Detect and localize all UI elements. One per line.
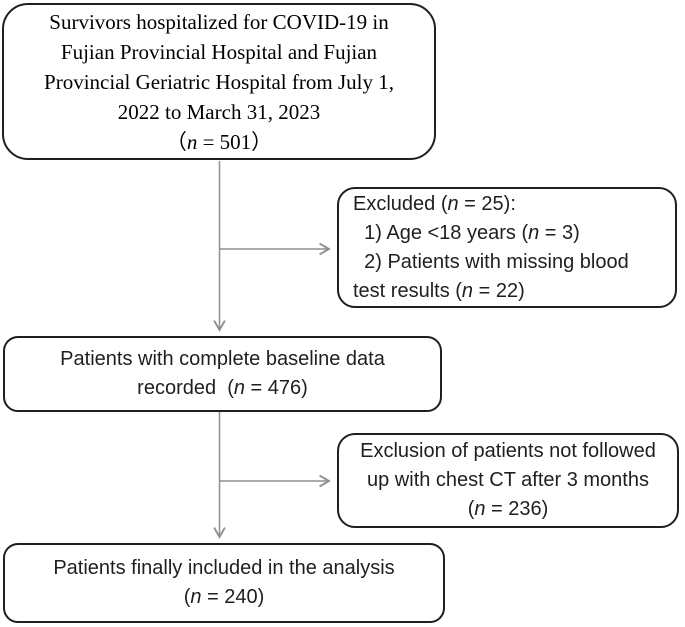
excluded-box: Excluded (n = 25): 1) Age <18 years (n =…: [337, 187, 677, 308]
final-analysis-box: Patients finally included in the analysi…: [3, 543, 445, 623]
baseline-data-box: Patients with complete baseline data reco…: [3, 336, 442, 412]
source-population-box: Survivors hospitalized for COVID-19 in Fu…: [2, 3, 436, 160]
ct-exclusion-box: Exclusion of patients not followed up wit…: [337, 433, 679, 528]
